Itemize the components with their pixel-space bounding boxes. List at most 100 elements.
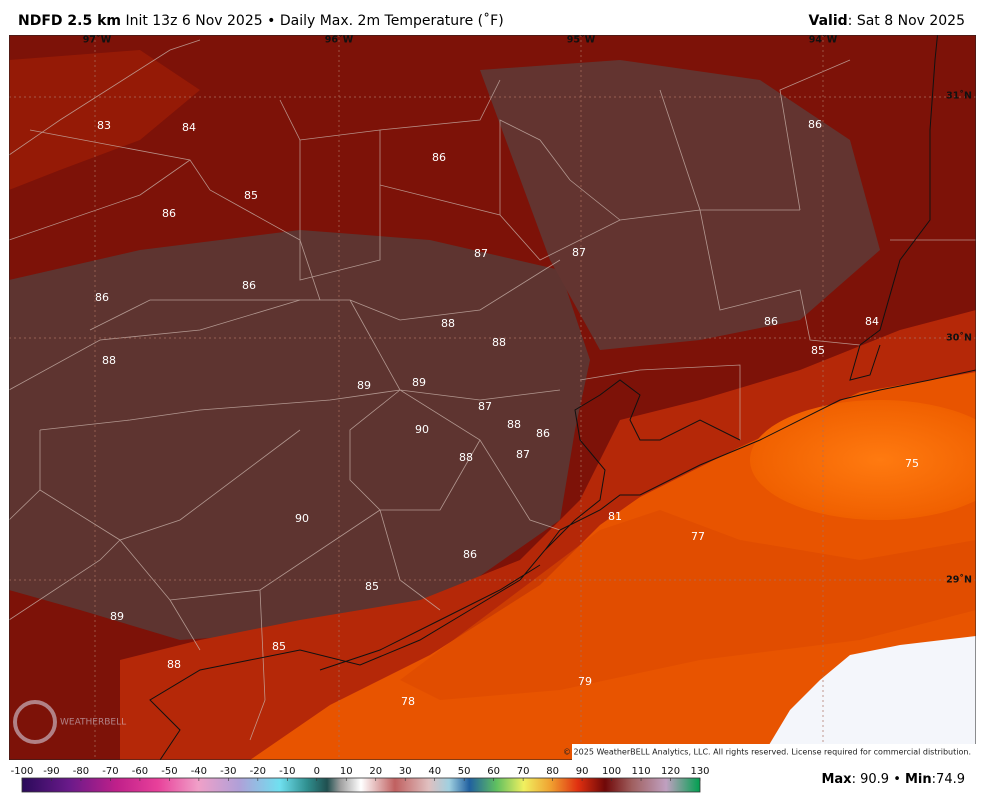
longitude-label: 94˚W xyxy=(809,35,838,46)
coastline xyxy=(149,35,976,760)
temperature-label: 89 xyxy=(357,379,371,392)
header: NDFD 2.5 km Init 13z 6 Nov 2025 • Daily … xyxy=(18,12,504,29)
warm-gulf xyxy=(750,400,976,520)
valid-time: Valid: Sat 8 Nov 2025 xyxy=(809,13,965,29)
colorbar-tick-label: -10 xyxy=(279,766,295,777)
temperature-label: 75 xyxy=(905,457,919,470)
copyright: © 2025 WeatherBELL Analytics, LLC. All r… xyxy=(563,748,971,757)
temperature-label: 84 xyxy=(865,315,879,328)
valid-date: Sat 8 Nov 2025 xyxy=(857,13,965,29)
max-value: 90.9 xyxy=(860,772,889,787)
temperature-label: 88 xyxy=(441,317,455,330)
colorbar-ticks: -100 -90 -80 -70 -60 -50 -40 -30 -20 -10 0 10 20 30 40… xyxy=(11,766,710,781)
county-lines xyxy=(9,39,976,741)
temperature-label: 90 xyxy=(415,423,429,436)
coastal-area xyxy=(120,310,976,760)
temperature-label: 84 xyxy=(182,121,196,134)
colorbar-tick-label: 20 xyxy=(369,766,382,777)
colon: : xyxy=(932,772,936,787)
colorbar-tick-label: 0 xyxy=(314,766,320,777)
colorbar-tick-label: -60 xyxy=(132,766,148,777)
colorbar-tick-label: -40 xyxy=(191,766,207,777)
temperature-label: 87 xyxy=(516,448,530,461)
temperature-label: 86 xyxy=(808,118,822,131)
colorbar-tick-label: 50 xyxy=(458,766,471,777)
separator: • xyxy=(267,13,275,29)
temperature-label: 89 xyxy=(412,376,426,389)
gulf-band xyxy=(400,510,976,700)
warm-area xyxy=(9,50,200,190)
init-time: Init 13z 6 Nov 2025 xyxy=(125,13,262,29)
temperature-label: 85 xyxy=(811,344,825,357)
temperature-label: 86 xyxy=(536,427,550,440)
temperature-label: 88 xyxy=(102,354,116,367)
temperature-label: 86 xyxy=(162,207,176,220)
latitude-label: 31˚N xyxy=(946,91,972,102)
colon: : xyxy=(848,13,853,29)
temperature-labels: 97˚W 96˚W 95˚W 94˚W 31˚N 30˚N 29˚N 83 84 85 86 86 87… xyxy=(83,35,972,708)
colorbar-tick-label: -70 xyxy=(102,766,118,777)
temperature-label: 86 xyxy=(432,151,446,164)
longitude-label: 95˚W xyxy=(567,35,596,46)
colorbar-tick-label: -100 xyxy=(11,766,34,777)
title: NDFD 2.5 km xyxy=(18,13,121,29)
min-value: 74.9 xyxy=(936,772,965,787)
colorbar-tick-label: 90 xyxy=(576,766,589,777)
colorbar-tick-label: 130 xyxy=(690,766,709,777)
temperature-label: 89 xyxy=(110,610,124,623)
map: 97˚W 96˚W 95˚W 94˚W 31˚N 30˚N 29˚N 83 84 85 86 86 87… xyxy=(9,35,976,760)
colorbar-tick-label: 60 xyxy=(487,766,500,777)
colorbar-tick-label: 10 xyxy=(340,766,353,777)
temperature-label: 86 xyxy=(242,279,256,292)
valid-label: Valid xyxy=(809,13,848,29)
colorbar-tick-label: -50 xyxy=(161,766,177,777)
colorbar-tick-label: 120 xyxy=(661,766,680,777)
temperature-label: 87 xyxy=(478,400,492,413)
colorbar-tick-label: 110 xyxy=(631,766,650,777)
colorbar-tick-label: -20 xyxy=(250,766,266,777)
inland-area xyxy=(9,230,590,640)
latitude-label: 30˚N xyxy=(946,333,972,344)
temperature-label: 86 xyxy=(764,315,778,328)
temperature-label: 79 xyxy=(578,675,592,688)
temperature-label: 87 xyxy=(474,247,488,260)
inland-area xyxy=(480,60,880,350)
temperature-label: 78 xyxy=(401,695,415,708)
temperature-label: 86 xyxy=(95,291,109,304)
colorbar-tick-label: -90 xyxy=(43,766,59,777)
colorbar-tick-label: 40 xyxy=(428,766,441,777)
temperature-label: 88 xyxy=(492,336,506,349)
colorbar xyxy=(21,777,701,793)
logo: WEATHERBELL xyxy=(13,700,126,744)
min-label: Min xyxy=(905,772,932,787)
temperature-label: 85 xyxy=(244,189,258,202)
colorbar-tick-label: 100 xyxy=(602,766,621,777)
colorbar-tick-label: 30 xyxy=(399,766,412,777)
longitude-label: 97˚W xyxy=(83,35,112,46)
temperature-label: 83 xyxy=(97,119,111,132)
temperature-label: 85 xyxy=(272,640,286,653)
temperature-label: 88 xyxy=(507,418,521,431)
copyright-box xyxy=(572,744,976,760)
stats: Max: 90.9 • Min:74.9 xyxy=(821,772,965,787)
colorbar-tick-label: 70 xyxy=(517,766,530,777)
colorbar-tick-label: -30 xyxy=(220,766,236,777)
temperature-label: 81 xyxy=(608,510,622,523)
colon: : xyxy=(852,772,856,787)
latitude-label: 29˚N xyxy=(946,575,972,586)
temperature-label: 85 xyxy=(365,580,379,593)
max-label: Max xyxy=(821,772,852,787)
longitude-label: 96˚W xyxy=(325,35,354,46)
colorbar-tick-label: -80 xyxy=(73,766,89,777)
colorbar-tick-label: 80 xyxy=(546,766,559,777)
no-data xyxy=(760,636,976,760)
separator: • xyxy=(893,772,901,787)
field-name: Daily Max. 2m Temperature (˚F) xyxy=(280,12,504,29)
watermark: WEATHERBELL xyxy=(60,718,126,728)
temperature-label: 88 xyxy=(167,658,181,671)
temperature-label: 87 xyxy=(572,246,586,259)
graticule xyxy=(9,35,976,760)
temperature-label: 88 xyxy=(459,451,473,464)
